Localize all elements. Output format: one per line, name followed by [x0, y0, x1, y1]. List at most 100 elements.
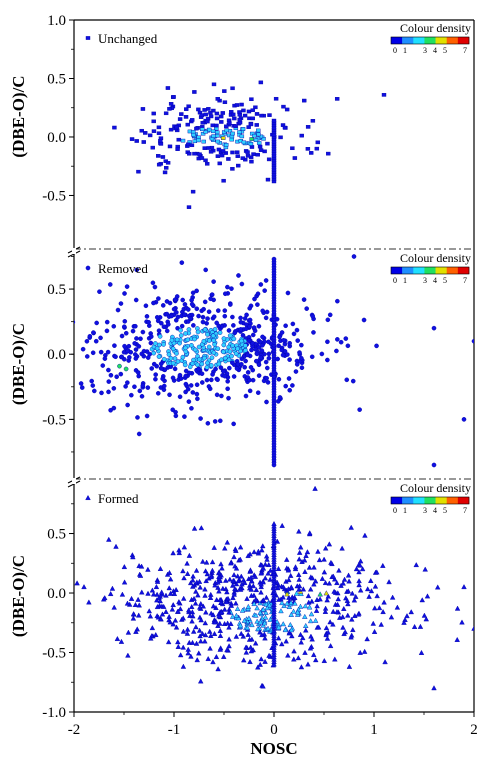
- data-point: [376, 605, 383, 611]
- data-point: [345, 601, 351, 607]
- data-point: [79, 385, 85, 390]
- data-point: [239, 361, 244, 367]
- data-point: [314, 146, 320, 151]
- data-point: [312, 578, 319, 584]
- data-point: [357, 407, 362, 412]
- data-point: [188, 315, 193, 321]
- data-point: [276, 596, 282, 602]
- data-point: [208, 114, 214, 119]
- data-point: [266, 652, 272, 658]
- data-point: [119, 591, 126, 597]
- panel-unchanged: 1.0 0.5 0.0 -0.5 (DBE-O)/C Unchanged Colour de…: [9, 13, 471, 209]
- data-point: [190, 189, 196, 194]
- colorbar-title: Colour density: [400, 481, 471, 495]
- data-point: [234, 573, 241, 579]
- data-point: [231, 554, 237, 560]
- data-point: [204, 161, 210, 166]
- colorbar-segment: [446, 497, 459, 504]
- colorbar-segment: [402, 267, 414, 274]
- data-point: [248, 364, 254, 370]
- data-point: [191, 129, 196, 134]
- data-point: [195, 362, 200, 368]
- data-point: [158, 589, 165, 595]
- data-point: [331, 576, 338, 582]
- data-point: [334, 609, 340, 615]
- data-point: [151, 129, 157, 133]
- data-point: [124, 284, 130, 289]
- data-point: [294, 362, 300, 367]
- data-point: [221, 342, 227, 348]
- data-point: [317, 596, 323, 602]
- data-point: [275, 635, 282, 641]
- data-point: [278, 608, 284, 614]
- data-point: [239, 134, 245, 139]
- data-point: [222, 545, 228, 551]
- data-point: [214, 111, 220, 116]
- data-point: [180, 297, 185, 303]
- data-point: [311, 581, 317, 587]
- data-point: [132, 601, 139, 607]
- data-point: [174, 125, 180, 130]
- data-point: [350, 378, 356, 384]
- data-point: [322, 608, 329, 614]
- data-point: [111, 604, 117, 610]
- data-point: [321, 569, 328, 575]
- data-point: [171, 95, 176, 99]
- data-point: [198, 600, 204, 606]
- data-point: [200, 319, 206, 325]
- data-point: [251, 600, 257, 606]
- data-point: [341, 605, 347, 611]
- data-point: [196, 138, 201, 143]
- data-point: [239, 356, 245, 362]
- data-point: [305, 593, 312, 599]
- data-point: [175, 359, 181, 364]
- data-point: [288, 611, 294, 617]
- data-point: [434, 584, 441, 590]
- legend-label: Formed: [98, 491, 139, 506]
- data-point: [100, 363, 106, 368]
- data-point: [166, 322, 171, 327]
- data-point: [86, 599, 92, 605]
- data-point: [52, 299, 56, 303]
- data-point: [146, 319, 151, 325]
- data-point: [199, 380, 205, 385]
- data-point: [170, 602, 176, 608]
- data-point: [252, 573, 259, 579]
- data-point: [179, 260, 185, 265]
- data-point: [184, 570, 191, 576]
- data-point: [166, 569, 173, 575]
- data-point: [132, 341, 137, 346]
- data-point: [157, 598, 163, 604]
- data-point: [351, 597, 358, 603]
- data-point: [325, 593, 332, 599]
- data-point: [211, 279, 216, 284]
- data-point: [294, 327, 300, 333]
- y-axis-title: (DBE-O)/C: [9, 555, 28, 637]
- data-point: [294, 609, 301, 615]
- data-point: [471, 625, 474, 631]
- data-point: [163, 111, 169, 116]
- data-point: [290, 321, 296, 327]
- data-point: [335, 298, 340, 304]
- data-point: [113, 543, 119, 549]
- data-point: [271, 521, 277, 527]
- data-point: [238, 327, 244, 332]
- data-point: [253, 138, 259, 142]
- data-point: [264, 556, 270, 562]
- data-point: [187, 151, 192, 156]
- data-point: [222, 355, 228, 361]
- data-point: [204, 377, 210, 383]
- data-point: [345, 588, 352, 594]
- data-point: [206, 309, 212, 315]
- data-point: [175, 643, 182, 649]
- data-point: [229, 137, 234, 142]
- data-point: [180, 138, 186, 143]
- data-point: [165, 160, 171, 165]
- data-point: [303, 552, 309, 558]
- data-point: [226, 395, 231, 401]
- data-point: [227, 349, 233, 354]
- data-point: [264, 309, 270, 315]
- data-point: [368, 577, 374, 583]
- data-point: [169, 313, 174, 319]
- data-point: [237, 110, 242, 114]
